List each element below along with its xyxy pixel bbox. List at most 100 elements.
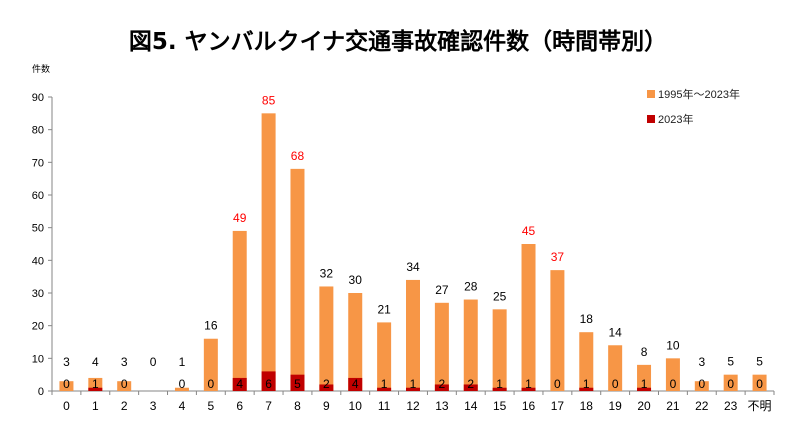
data-label-2023: 0 <box>63 377 70 391</box>
bar-total <box>492 309 507 391</box>
bar-2023 <box>232 377 247 391</box>
bar-total <box>434 302 449 391</box>
chart-title: 図5. ヤンバルクイナ交通事故確認件数（時間帯別） <box>128 29 668 55</box>
x-tick-label: 6 <box>236 399 243 413</box>
y-tick-label: 40 <box>32 255 44 267</box>
x-tick-label: 0 <box>63 399 70 413</box>
bar-total <box>579 332 594 391</box>
data-label-2023: 4 <box>352 377 359 391</box>
data-label-total: 85 <box>262 93 276 107</box>
y-tick-label: 20 <box>32 321 44 333</box>
bar-2023 <box>290 374 305 391</box>
bar-total <box>232 230 247 391</box>
data-label-2023: 5 <box>294 377 301 391</box>
data-label-total: 21 <box>377 302 391 316</box>
bar-total <box>203 338 218 391</box>
x-tick-label: 15 <box>493 399 507 413</box>
data-label-total: 68 <box>291 149 305 163</box>
y-tick-label: 70 <box>32 157 44 169</box>
data-label-total: 28 <box>464 280 478 294</box>
bar-2023 <box>88 387 103 391</box>
data-label-total: 8 <box>641 345 648 359</box>
x-tick-label: 5 <box>207 399 214 413</box>
x-tick-label: 不明 <box>748 399 772 413</box>
bar-2023 <box>637 387 652 391</box>
legend-label: 1995年～2023年 <box>658 87 740 101</box>
data-label-total: 27 <box>435 283 449 297</box>
data-label-total: 16 <box>204 319 218 333</box>
data-label-total: 3 <box>698 355 705 369</box>
data-label-2023: 0 <box>121 377 128 391</box>
data-label-2023: 2 <box>323 377 330 391</box>
data-label-2023: 1 <box>525 377 532 391</box>
data-label-2023: 0 <box>727 377 734 391</box>
x-tick-label: 9 <box>323 399 330 413</box>
x-tick-label: 18 <box>580 399 594 413</box>
x-tick-label: 11 <box>378 399 391 413</box>
x-tick-label: 16 <box>522 399 536 413</box>
bar-total <box>59 381 74 391</box>
bar-total <box>290 168 305 391</box>
x-tick-label: 22 <box>695 399 709 413</box>
bar-total <box>261 113 276 391</box>
bar-total <box>406 279 420 391</box>
data-label-total: 4 <box>92 355 99 369</box>
bar-2023 <box>521 387 536 391</box>
bar-total <box>117 381 132 391</box>
data-label-2023: 0 <box>207 377 214 391</box>
bar-total <box>637 364 652 391</box>
data-label-2023: 1 <box>381 377 388 391</box>
bar-2023 <box>348 377 363 391</box>
bar-2023 <box>434 384 449 391</box>
y-tick-label: 60 <box>32 190 44 202</box>
data-label-2023: 4 <box>236 377 243 391</box>
bar-2023 <box>492 387 507 391</box>
x-tick-label: 1 <box>92 399 99 413</box>
x-tick-label: 3 <box>150 399 157 413</box>
legend-swatch <box>647 115 655 123</box>
x-tick-label: 2 <box>121 399 128 413</box>
data-label-2023: 1 <box>641 377 648 391</box>
y-tick-label: 80 <box>32 125 44 137</box>
data-label-2023: 0 <box>756 377 763 391</box>
data-label-2023: 0 <box>179 377 186 391</box>
legend-swatch <box>647 90 655 98</box>
data-label-2023: 1 <box>496 377 503 391</box>
data-label-total: 25 <box>493 289 507 303</box>
x-tick-label: 14 <box>464 399 478 413</box>
bar-total <box>377 322 392 391</box>
bar-total <box>521 244 536 391</box>
data-label-total: 3 <box>63 355 70 369</box>
data-label-2023: 1 <box>92 377 99 391</box>
bar-total <box>319 286 334 391</box>
data-label-total: 10 <box>666 338 680 352</box>
bar-2023 <box>579 387 594 391</box>
x-tick-label: 21 <box>666 399 680 413</box>
data-label-2023: 0 <box>612 377 619 391</box>
data-label-2023: 1 <box>583 377 590 391</box>
x-tick-label: 23 <box>724 399 738 413</box>
x-tick-label: 12 <box>406 399 420 413</box>
data-label-2023: 0 <box>670 377 677 391</box>
bar-total <box>723 374 738 391</box>
bar-total <box>174 387 189 391</box>
data-label-2023: 2 <box>467 377 474 391</box>
data-label-total: 30 <box>349 273 363 287</box>
data-label-2023: 0 <box>698 377 705 391</box>
x-tick-label: 19 <box>608 399 622 413</box>
bar-total <box>550 270 565 391</box>
y-tick-label: 0 <box>38 386 44 398</box>
y-tick-label: 50 <box>32 223 44 235</box>
x-tick-label: 7 <box>265 399 272 413</box>
data-label-2023: 0 <box>554 377 561 391</box>
bar-total <box>608 345 623 391</box>
bar-2023 <box>261 371 276 391</box>
y-axis-label: 件数 <box>32 63 50 74</box>
legend-label: 2023年 <box>658 112 693 126</box>
data-label-2023: 2 <box>439 377 446 391</box>
data-label-total: 3 <box>121 355 128 369</box>
bar-2023 <box>319 384 334 391</box>
bar-total <box>348 293 363 391</box>
bar-total <box>463 299 478 391</box>
